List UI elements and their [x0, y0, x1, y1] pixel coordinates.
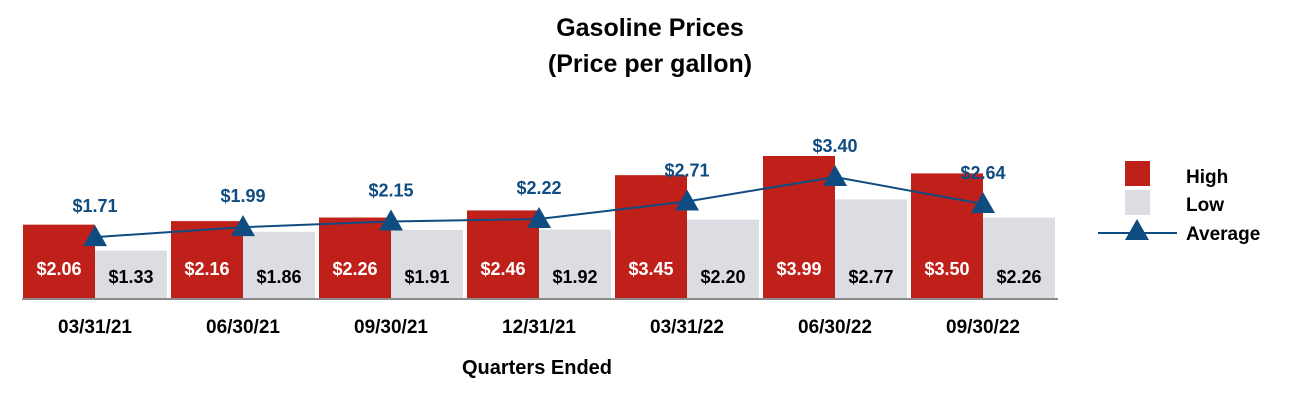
x-tick-label-6: 09/30/22 [946, 317, 1020, 338]
legend-swatch-low [1125, 190, 1150, 215]
x-tick-label-2: 09/30/21 [354, 317, 428, 338]
x-tick-label-4: 03/31/22 [650, 317, 724, 338]
bar-label-high-1: $2.16 [184, 259, 229, 279]
average-marker-3 [527, 206, 551, 228]
average-label-6: $2.64 [960, 163, 1005, 183]
chart-title: Gasoline Prices [556, 14, 744, 42]
bar-label-high-3: $2.46 [480, 259, 525, 279]
bar-low-2 [391, 230, 463, 298]
average-marker-4 [675, 189, 699, 211]
average-label-3: $2.22 [516, 178, 561, 198]
bar-label-low-4: $2.20 [700, 267, 745, 287]
bar-high-3 [467, 210, 539, 298]
legend-label-low: Low [1186, 195, 1224, 216]
bar-label-high-5: $3.99 [776, 259, 821, 279]
x-tick-label-1: 06/30/21 [206, 317, 280, 338]
bar-label-high-0: $2.06 [36, 259, 81, 279]
bar-low-6 [983, 217, 1055, 298]
legend: High Low Average [1098, 161, 1260, 245]
bars-layer: $2.06 $1.33 $2.16 $1.86 $2.26 $1.91 $2.46 $1.92… [23, 155, 1055, 298]
average-marker-5 [823, 164, 847, 186]
average-line-layer: $1.71 $1.99 $2.15 $2.22 $2.71 $3.40 $2.64 [72, 136, 1006, 247]
average-marker-1 [231, 215, 255, 237]
bar-label-high-4: $3.45 [628, 259, 673, 279]
bar-high-6 [911, 173, 983, 298]
legend-label-high: High [1186, 167, 1228, 188]
bar-label-low-1: $1.86 [256, 267, 301, 287]
bar-label-high-6: $3.50 [924, 259, 969, 279]
bar-low-3 [539, 229, 611, 298]
bar-high-4 [615, 175, 687, 298]
x-ticks: 03/31/21 06/30/21 09/30/21 12/31/21 03/31/22… [58, 317, 1020, 338]
x-axis-label: Quarters Ended [462, 357, 612, 379]
x-tick-label-0: 03/31/21 [58, 317, 132, 338]
bar-label-low-6: $2.26 [996, 267, 1041, 287]
bar-high-0 [23, 224, 95, 298]
bar-label-high-2: $2.26 [332, 259, 377, 279]
bar-high-1 [171, 221, 243, 298]
average-label-0: $1.71 [72, 196, 117, 216]
legend-swatch-high [1125, 161, 1150, 186]
average-label-2: $2.15 [368, 180, 413, 200]
bar-low-5 [835, 199, 907, 298]
bar-label-low-0: $1.33 [108, 267, 153, 287]
average-marker-6 [971, 192, 995, 214]
x-tick-label-5: 06/30/22 [798, 317, 872, 338]
bar-high-2 [319, 217, 391, 298]
bar-label-low-5: $2.77 [848, 267, 893, 287]
chart-subtitle: (Price per gallon) [547, 50, 753, 78]
legend-label-average: Average [1186, 224, 1260, 245]
bar-low-0 [95, 250, 167, 298]
bar-low-4 [687, 219, 759, 298]
legend-marker-average [1125, 219, 1149, 240]
bar-label-low-3: $1.92 [552, 267, 597, 287]
average-marker-0 [83, 225, 107, 247]
average-marker-2 [379, 209, 403, 231]
average-label-4: $2.71 [664, 161, 709, 181]
bar-label-low-2: $1.91 [404, 267, 449, 287]
average-label-5: $3.40 [812, 136, 857, 156]
x-tick-label-3: 12/31/21 [502, 317, 576, 338]
average-label-1: $1.99 [220, 186, 265, 206]
bar-low-1 [243, 231, 315, 298]
